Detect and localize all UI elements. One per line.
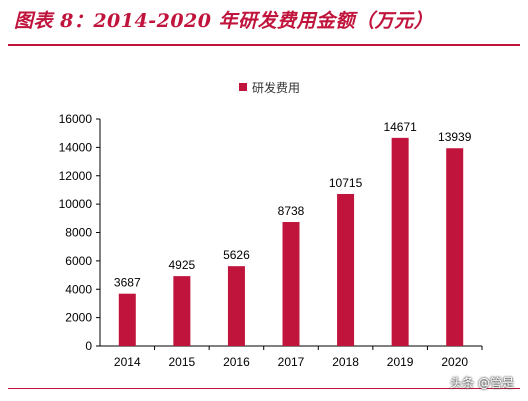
x-tick-label: 2019	[387, 355, 414, 369]
x-tick-label: 2015	[169, 355, 196, 369]
legend-label: 研发费用	[252, 80, 300, 95]
data-label: 14671	[383, 120, 417, 134]
y-tick-label: 16000	[59, 112, 93, 126]
x-tick-label: 2016	[223, 355, 250, 369]
data-label: 4925	[169, 258, 196, 272]
y-tick-label: 4000	[65, 282, 92, 296]
axes: 0 2000 4000 6000 8000 10000 12000 14000 16000 201…	[59, 112, 483, 369]
legend-swatch	[239, 83, 247, 91]
data-label: 8738	[278, 204, 305, 218]
x-tick-label: 2014	[114, 355, 141, 369]
legend: 研发费用	[239, 80, 300, 95]
x-tick-label: 2018	[332, 355, 359, 369]
y-tick-label: 10000	[59, 197, 93, 211]
watermark: 头条 @管是	[450, 376, 514, 390]
data-label: 13939	[438, 130, 472, 144]
y-tick-label: 6000	[65, 254, 92, 268]
data-label: 3687	[114, 276, 141, 290]
y-tick-label: 14000	[59, 140, 93, 154]
y-tick-label: 2000	[65, 311, 92, 325]
x-tick-label: 2020	[441, 355, 468, 369]
bar	[118, 293, 136, 346]
data-label: 5626	[223, 248, 250, 262]
bar	[227, 266, 245, 346]
bars: 3687 4925 5626 8738 10715 14671 13939	[114, 120, 472, 346]
bar	[446, 148, 464, 346]
title-divider	[8, 44, 520, 46]
page-title: 图表 8：2014-2020 年研发费用金额（万元）	[14, 10, 434, 32]
bar	[391, 137, 409, 346]
y-tick-label: 8000	[65, 226, 92, 240]
data-label: 10715	[329, 176, 363, 190]
bar	[282, 222, 300, 346]
bar	[337, 193, 355, 346]
x-tick-label: 2017	[278, 355, 305, 369]
y-tick-label: 0	[85, 339, 92, 353]
footer-divider	[8, 388, 520, 389]
y-tick-label: 12000	[59, 169, 93, 183]
bar	[173, 276, 191, 346]
